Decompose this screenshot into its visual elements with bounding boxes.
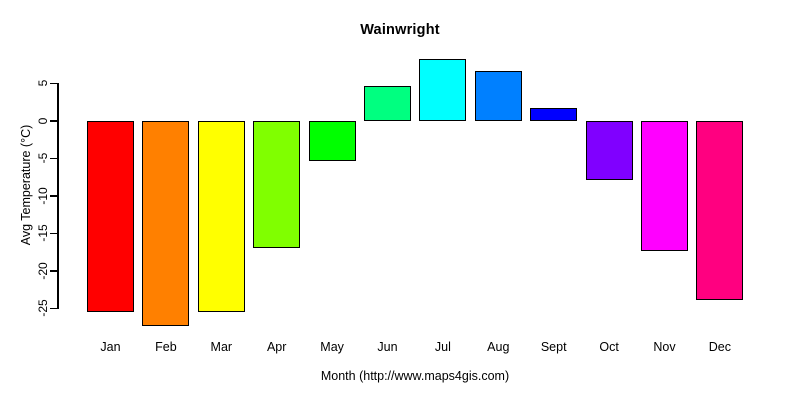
y-tick-mark--5: [50, 157, 57, 159]
y-tick-label-text: -20: [36, 262, 50, 280]
bar-dec: [696, 120, 744, 300]
x-tick-label-aug: Aug: [487, 340, 510, 354]
x-tick-label-apr: Apr: [266, 340, 287, 354]
bar-jan: [87, 120, 134, 312]
x-tick-label-jul: Jul: [434, 340, 451, 354]
y-tick-mark-5: [50, 82, 57, 84]
bar-sept: [530, 108, 578, 121]
bar-apr: [253, 120, 301, 249]
bar-aug: [474, 71, 522, 121]
y-tick-mark--15: [50, 232, 57, 234]
bar-nov: [641, 120, 688, 252]
x-tick-label-sept: Sept: [540, 340, 567, 354]
x-tick-label-nov: Nov: [653, 340, 676, 354]
bar-oct: [585, 120, 633, 180]
y-tick-label-text: -15: [36, 224, 50, 242]
y-tick-mark-0: [50, 120, 57, 122]
bar-may: [308, 120, 356, 161]
bar-jul: [419, 59, 467, 121]
x-tick-label-may: May: [320, 340, 344, 354]
y-tick-mark--10: [50, 195, 57, 197]
x-axis-title: Month (http://www.maps4gis.com): [320, 369, 510, 383]
y-tick-mark--20: [50, 270, 57, 272]
x-tick-label-mar: Mar: [210, 340, 233, 354]
x-tick-label-feb: Feb: [155, 340, 177, 354]
y-axis-title-text: Avg Temperature (°C): [19, 124, 33, 246]
bar-feb: [142, 120, 190, 326]
y-tick-label-text: 0: [36, 117, 50, 125]
x-tick-label-jun: Jun: [377, 340, 398, 354]
x-tick-label-jan: Jan: [100, 340, 121, 354]
y-tick-mark--25: [50, 307, 57, 309]
y-axis-line: [57, 83, 59, 309]
x-tick-label-dec: Dec: [708, 340, 732, 354]
chart-title: Wainwright: [360, 22, 440, 38]
bar-jun: [364, 85, 411, 121]
x-tick-label-oct: Oct: [599, 340, 619, 354]
y-tick-label-text: -10: [36, 187, 50, 205]
y-tick-label-text: 5: [36, 79, 50, 87]
y-tick-label-text: -25: [36, 299, 50, 317]
y-tick-label-text: -5: [36, 152, 50, 164]
bar-mar: [197, 120, 245, 312]
